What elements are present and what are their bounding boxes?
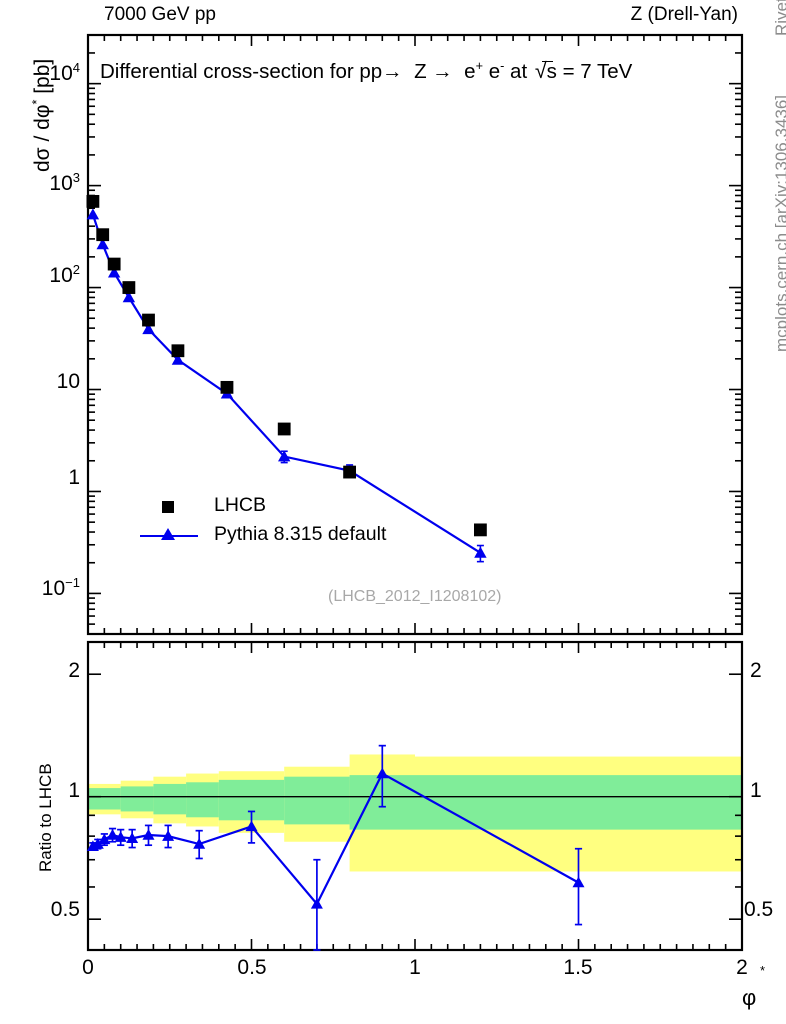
x-axis-title-star: * <box>760 963 766 978</box>
ratio-marker-triangle <box>310 897 323 909</box>
band-outer-1 <box>120 780 154 819</box>
mc-marker-triangle <box>278 450 291 462</box>
main-ytick-1e3: 103 <box>49 170 80 195</box>
x-axis-title: φ <box>742 985 757 1010</box>
ratio-marker-triangle <box>572 876 585 888</box>
ratio-panel-frame <box>86 640 744 952</box>
ratio-ytick-1-left: 1 <box>68 779 80 802</box>
mc-marker-triangle <box>142 323 155 335</box>
ratio-marker-triangle <box>126 832 139 844</box>
ratio-marker-triangle <box>114 831 127 842</box>
data-marker-square <box>171 344 185 358</box>
legend-marker-square-icon <box>138 492 206 521</box>
main-data-series <box>86 194 487 537</box>
xtick-05: 0.5 <box>237 956 267 979</box>
main-ytick-1e4: 104 <box>49 60 80 85</box>
band-inner-3 <box>186 782 219 818</box>
header-process-label: Z (Drell-Yan) <box>630 4 738 25</box>
ratio-marker-triangle <box>86 840 99 852</box>
data-marker-square <box>122 281 136 294</box>
mc-marker-triangle <box>107 266 121 278</box>
ratio-marker-triangle <box>142 829 155 840</box>
ratio-uncertainty-bands <box>88 754 742 872</box>
ratio-marker-triangle <box>91 838 104 849</box>
band-outer-7 <box>415 756 742 872</box>
ratio-marker-triangle <box>193 838 206 849</box>
data-marker-square <box>474 523 487 537</box>
ratio-marker-triangle <box>162 830 175 841</box>
mc-marker-triangle <box>343 464 356 476</box>
data-marker-square <box>277 422 291 436</box>
header-beam-label: 7000 GeV pp <box>104 4 216 25</box>
data-marker-square <box>107 257 121 271</box>
band-outer-2 <box>153 776 187 824</box>
ratio-polyline <box>92 772 580 906</box>
ratio-ytick-05-left: 0.5 <box>50 898 80 921</box>
main-ytick-1e2: 102 <box>49 262 80 287</box>
ratio-ytick-1-right: 1 <box>750 779 762 802</box>
main-ytick-1e-1: 10−1 <box>41 575 80 600</box>
band-inner-6 <box>349 775 415 830</box>
data-marker-square <box>86 194 100 208</box>
band-inner-5 <box>284 776 350 825</box>
band-outer-6 <box>349 754 415 872</box>
main-ytick-10: 10 <box>56 370 80 393</box>
legend-label-lhcb: LHCB <box>214 494 267 516</box>
mc-marker-triangle <box>474 546 487 558</box>
legend-label-pythia: Pythia 8.315 default <box>214 523 387 545</box>
xtick-1: 1 <box>409 956 421 979</box>
band-outer-0 <box>88 783 121 815</box>
data-marker-square <box>220 380 234 394</box>
mc-marker-triangle <box>122 291 136 303</box>
ratio-marker-triangle <box>106 829 119 840</box>
analysis-id-watermark: (LHCB_2012_I1208102) <box>328 588 502 605</box>
xtick-2: 2 <box>736 956 748 979</box>
main-ytick-1: 1 <box>68 466 80 489</box>
band-inner-7 <box>415 775 742 830</box>
band-inner-1 <box>120 786 154 812</box>
ratio-mc-series <box>86 744 585 951</box>
ratio-marker-triangle <box>245 820 258 832</box>
rivet-version-label: Rivet 4.1.0, 100k events <box>772 0 786 36</box>
ratio-ytick-05-right: 0.5 <box>744 898 774 921</box>
xtick-15: 1.5 <box>563 956 593 979</box>
mc-marker-triangle <box>86 208 100 220</box>
plot-title: Differential cross-section for pp→ Z → e… <box>100 58 633 83</box>
ratio-ytick-2-left: 2 <box>68 659 80 682</box>
mc-marker-triangle <box>171 353 185 365</box>
mc-marker-triangle <box>220 387 234 399</box>
band-outer-3 <box>186 773 219 827</box>
xtick-0: 0 <box>82 956 94 979</box>
data-marker-square <box>96 228 110 242</box>
ratio-marker-triangle <box>98 833 111 845</box>
mcplots-reference-label: mcplots.cern.ch [arXiv:1306.3436] <box>772 94 786 352</box>
band-outer-5 <box>284 766 350 842</box>
data-marker-square <box>142 313 155 327</box>
mc-marker-triangle <box>96 238 109 250</box>
band-inner-2 <box>153 783 187 815</box>
legend-marker-triangle-line-icon <box>138 521 206 550</box>
band-inner-0 <box>88 788 121 810</box>
band-outer-4 <box>218 771 285 833</box>
ratio-marker-triangle <box>376 767 389 779</box>
band-inner-4 <box>218 779 285 821</box>
data-marker-square <box>343 465 356 479</box>
ratio-ytick-2-right: 2 <box>750 659 762 682</box>
